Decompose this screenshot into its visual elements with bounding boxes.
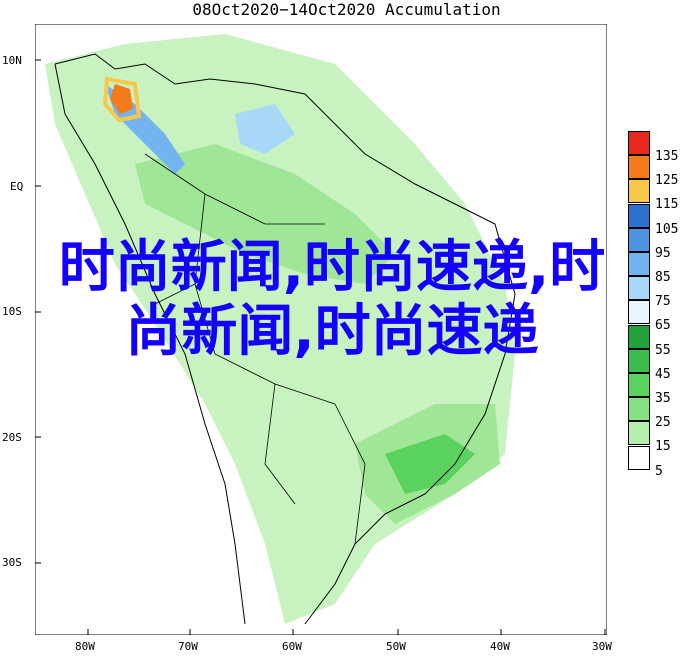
lat-label-30s: 30S	[2, 556, 22, 569]
precipitation-map	[35, 24, 607, 635]
precip-yellow	[102, 76, 142, 123]
legend-swatch	[628, 348, 650, 373]
legend-swatch	[628, 300, 650, 325]
legend-swatch	[628, 421, 650, 446]
lat-label-20s: 20S	[2, 431, 22, 444]
legend-swatch	[628, 445, 650, 470]
lon-ticks	[87, 629, 606, 635]
lon-label-30w: 30W	[592, 640, 612, 653]
legend-label: 115	[655, 197, 679, 213]
legend-label: 125	[655, 173, 679, 189]
legend-swatch	[628, 179, 650, 204]
lat-label-eq: EQ	[10, 180, 24, 193]
lon-label-60w: 60W	[282, 640, 302, 653]
legend-swatch	[628, 397, 650, 422]
legend-label: 75	[655, 294, 671, 310]
legend-label: 95	[655, 245, 671, 261]
lon-label-80w: 80W	[75, 640, 95, 653]
legend-swatch	[628, 155, 650, 180]
legend-label: 65	[655, 318, 671, 334]
precip-green-core	[385, 434, 475, 494]
map-title: 08Oct2020−14Oct2020 Accumulation	[192, 0, 501, 19]
legend-label: 35	[655, 391, 671, 406]
legend-label: 45	[655, 366, 671, 382]
legend-label: 135	[655, 149, 679, 164]
legend-swatch	[628, 203, 650, 228]
legend-swatch	[628, 131, 650, 155]
lon-label-40w: 40W	[490, 640, 510, 653]
legend-label: 55	[655, 342, 671, 358]
coastline	[54, 53, 516, 625]
country-borders	[144, 153, 366, 545]
legend-swatch	[628, 276, 650, 301]
lon-label-50w: 50W	[386, 640, 406, 653]
watermark-text: 时尚新闻,时尚速递,时尚新闻,时尚速递	[58, 235, 606, 364]
precip-mid-green	[135, 144, 395, 284]
legend-label: 25	[655, 415, 671, 431]
lon-label-70w: 70W	[178, 640, 198, 653]
lat-ticks	[35, 59, 41, 564]
lat-label-10n: 10N	[2, 54, 22, 67]
legend-swatch	[628, 324, 650, 349]
legend-swatch	[628, 227, 650, 252]
legend-swatch	[628, 373, 650, 397]
precip-orange-core	[110, 84, 133, 114]
lat-label-10s: 10S	[2, 305, 22, 318]
legend-label: 15	[655, 439, 671, 455]
legend-label: 5	[655, 463, 663, 479]
legend-label: 105	[655, 221, 679, 237]
legend-label: 85	[655, 270, 671, 285]
precip-light-blue	[235, 104, 295, 154]
legend-swatch	[628, 252, 650, 276]
